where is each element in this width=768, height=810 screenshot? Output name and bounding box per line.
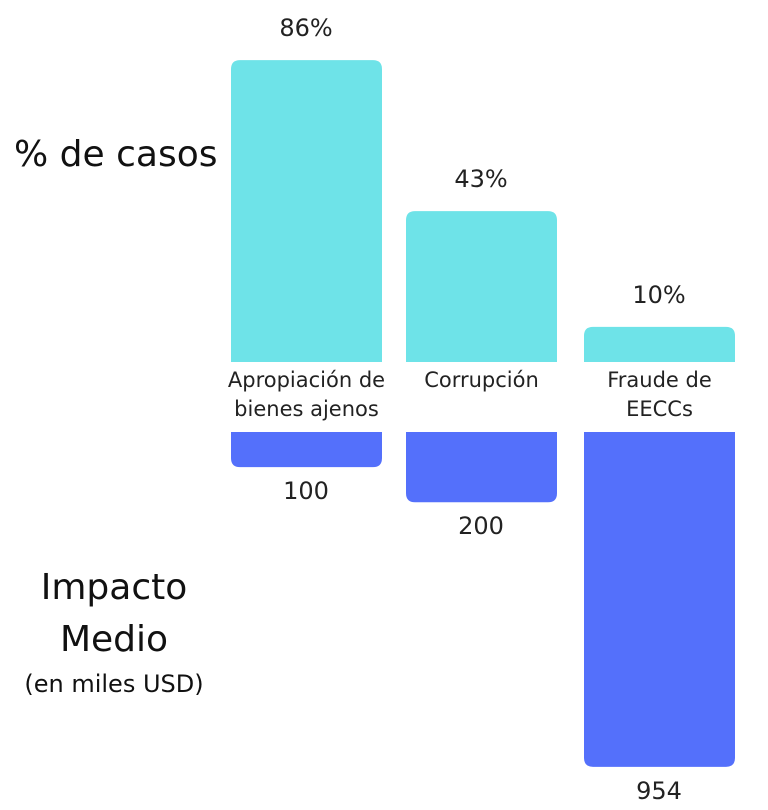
series-subtitle: (en miles USD) [24, 670, 204, 698]
bar [406, 211, 557, 362]
value-label: 100 [283, 477, 329, 506]
category-label: Apropiación de bienes ajenos [227, 368, 386, 421]
bar [406, 432, 557, 503]
value-label: 954 [636, 776, 682, 805]
value-label: 200 [458, 512, 504, 541]
value-label: 43% [454, 165, 508, 194]
bar [231, 432, 382, 468]
bar [231, 60, 382, 362]
value-label: 86% [279, 14, 333, 43]
series-title: % de casos [14, 134, 218, 175]
category-label: Corrupción [424, 368, 539, 392]
bar [584, 326, 735, 362]
value-label: 10% [632, 280, 686, 309]
bar [584, 432, 735, 767]
series-title: Impacto Medio [40, 567, 188, 660]
category-label: Fraude de EECCs [607, 368, 712, 421]
